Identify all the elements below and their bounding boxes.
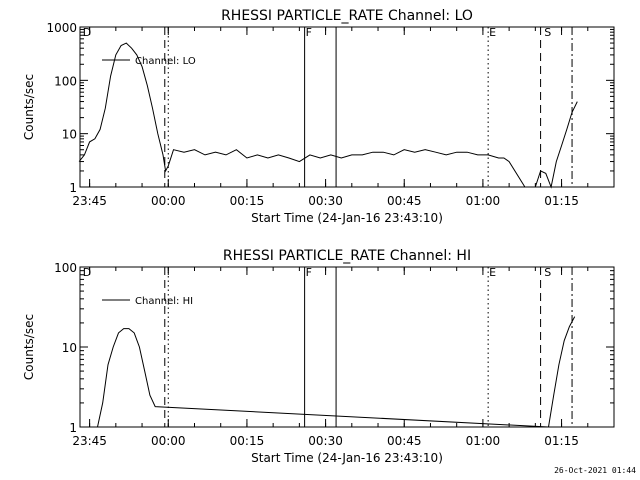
chart1-title: RHESSI PARTICLE_RATE Channel: LO — [221, 8, 473, 24]
chart2-event-label: D — [83, 266, 91, 279]
chart1-y-axis-label: Counts/sec — [22, 74, 36, 140]
chart2-plot-frame — [79, 266, 615, 428]
chart1-x-tick-label: 01:15 — [544, 194, 579, 208]
chart2-series-line — [97, 316, 576, 428]
chart2-y-tick-label: 10 — [62, 341, 77, 355]
chart2-x-axis-label: Start Time (24-Jan-16 23:43:10) — [251, 451, 443, 465]
chart1-y-tick-label: 100 — [54, 74, 77, 88]
chart1-event-label: E — [489, 26, 496, 39]
chart1-event-label: D — [83, 26, 91, 39]
chart2-x-tick-label: 01:15 — [544, 434, 579, 448]
chart1-event-label: S — [544, 26, 551, 39]
chart1-x-tick-label: 01:00 — [466, 194, 501, 208]
chart2-event-label: S — [544, 266, 551, 279]
chart2-x-tick-label: 01:00 — [466, 434, 501, 448]
chart1-x-tick-label: 00:15 — [230, 194, 265, 208]
chart2-legend-label: Channel: HI — [135, 296, 193, 307]
chart2-event-label: F — [306, 266, 312, 279]
chart2-x-tick-label: 00:30 — [308, 434, 343, 448]
chart1-plot-frame — [79, 26, 615, 188]
chart1-y-tick-label: 1 — [69, 181, 77, 195]
chart1-x-axis-label: Start Time (24-Jan-16 23:43:10) — [251, 211, 443, 225]
chart2-title: RHESSI PARTICLE_RATE Channel: HI — [223, 248, 471, 264]
chart1-x-tick-label: 23:45 — [72, 194, 107, 208]
footer-timestamp: 26-Oct-2021 01:44 — [554, 466, 636, 475]
chart2-y-tick-label: 100 — [54, 261, 77, 275]
chart1-x-tick-label: 00:30 — [308, 194, 343, 208]
chart1-x-tick-label: 00:45 — [387, 194, 422, 208]
chart2-x-tick-label: 23:45 — [72, 434, 107, 448]
chart2-x-tick-label: 00:15 — [230, 434, 265, 448]
chart1-y-tick-label: 10 — [62, 128, 77, 142]
chart2-x-tick-label: 00:00 — [151, 434, 186, 448]
chart2-x-tick-label: 00:45 — [387, 434, 422, 448]
chart2-event-label: E — [489, 266, 496, 279]
chart1-series-line — [78, 42, 578, 189]
chart2-y-tick-label: 1 — [69, 421, 77, 435]
chart1-x-tick-label: 00:00 — [151, 194, 186, 208]
chart2-y-axis-label: Counts/sec — [22, 314, 36, 380]
chart1-event-label: F — [306, 26, 312, 39]
chart1-y-tick-label: 1000 — [46, 21, 77, 35]
chart1-legend-label: Channel: LO — [135, 56, 196, 67]
